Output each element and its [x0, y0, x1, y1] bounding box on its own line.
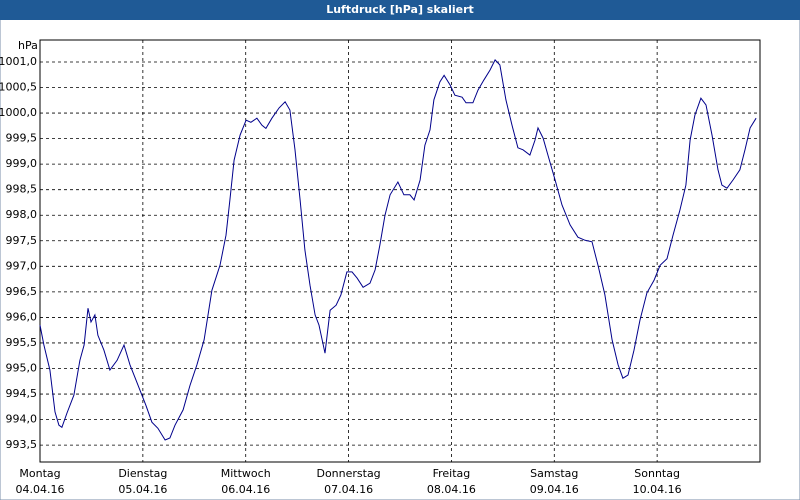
y-tick-label: 996,5 — [6, 285, 38, 298]
y-tick-label: 999,5 — [6, 132, 38, 145]
y-tick-label: 998,0 — [6, 208, 38, 221]
x-tick-label: Freitag — [433, 467, 471, 480]
y-tick-label: 997,5 — [6, 234, 38, 247]
y-unit: hPa — [18, 39, 38, 52]
x-tick-label: Sonntag — [634, 467, 680, 480]
x-tick-label: Montag — [19, 467, 60, 480]
x-tick-label: Mittwoch — [221, 467, 271, 480]
y-tick-label: 1001,0 — [0, 55, 37, 68]
title-bar — [0, 0, 800, 20]
y-tick-label: 1000,0 — [0, 106, 37, 119]
y-tick-label: 993,5 — [6, 438, 38, 451]
y-tick-label: 997,0 — [6, 259, 38, 272]
y-tick-label: 1000,5 — [0, 81, 37, 94]
x-tick-date: 07.04.16 — [324, 483, 373, 496]
x-tick-label: Donnerstag — [316, 467, 380, 480]
y-tick-label: 995,0 — [6, 362, 38, 375]
y-tick-label: 996,0 — [6, 310, 38, 323]
y-tick-label: 998,5 — [6, 183, 38, 196]
plot-area — [39, 39, 761, 463]
y-tick-label: 994,5 — [6, 387, 38, 400]
x-tick-date: 05.04.16 — [118, 483, 167, 496]
x-tick-label: Dienstag — [118, 467, 167, 480]
x-tick-date: 04.04.16 — [16, 483, 65, 496]
x-tick-date: 08.04.16 — [427, 483, 476, 496]
y-tick-label: 995,5 — [6, 336, 38, 349]
x-tick-label: Samstag — [530, 467, 578, 480]
y-tick-label: 994,0 — [6, 413, 38, 426]
x-tick-date: 06.04.16 — [221, 483, 270, 496]
pressure-line — [39, 59, 757, 441]
y-tick-label: 999,0 — [6, 157, 38, 170]
chart-title: Luftdruck [hPa] skaliert — [326, 3, 474, 16]
x-tick-date: 09.04.16 — [530, 483, 579, 496]
x-tick-date: 10.04.16 — [633, 483, 682, 496]
